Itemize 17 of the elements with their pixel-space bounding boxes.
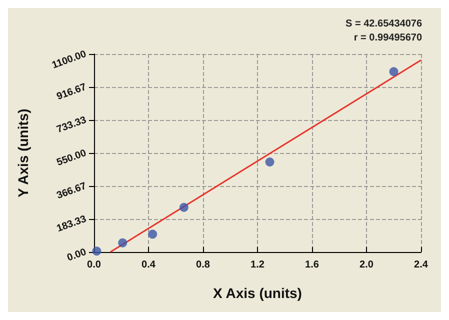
x-axis-title: X Axis (units) [213, 285, 302, 301]
x-tick-label: 1.2 [250, 260, 265, 270]
x-tick-label: 1.6 [305, 260, 320, 270]
y-tick-label: 916.67 [55, 82, 88, 103]
text: S = 42.65434076 [346, 18, 422, 30]
y-tick-label: 0.00 [66, 246, 88, 264]
y-tick-label: 733.33 [55, 114, 88, 136]
x-tick-label: 0.4 [142, 260, 156, 270]
x-tick-label: 0.8 [196, 260, 210, 270]
y-tick-label: 183.33 [55, 214, 88, 235]
y-axis-title: Y Axis (units) [15, 108, 31, 198]
x-tick-label: 0.0 [87, 260, 102, 270]
x-tick-label: 2.0 [360, 260, 374, 270]
text: r = 0.99495670 [354, 32, 422, 44]
y-tick-label: 366.67 [55, 180, 88, 202]
y-tick-label: 550.00 [55, 148, 88, 169]
x-tick-label: 2.4 [414, 260, 428, 270]
